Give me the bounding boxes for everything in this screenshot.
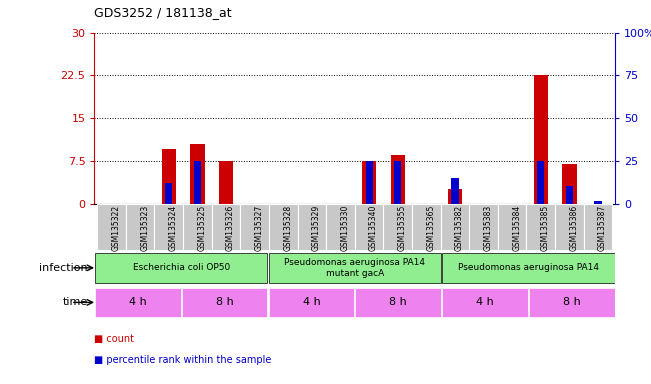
Text: GDS3252 / 181138_at: GDS3252 / 181138_at (94, 6, 232, 19)
Bar (182, 288, 268, 317)
Bar (97, 204, 126, 250)
Text: GSM135340: GSM135340 (369, 205, 378, 251)
Text: GSM135323: GSM135323 (140, 205, 149, 251)
Bar (154, 204, 183, 250)
Bar (394, 161, 401, 204)
Bar (529, 288, 615, 317)
Bar (527, 204, 555, 250)
Text: GSM135322: GSM135322 (111, 205, 120, 251)
Bar (161, 149, 176, 204)
Bar (190, 144, 204, 204)
Text: GSM135324: GSM135324 (169, 205, 178, 251)
Bar (298, 204, 326, 250)
Text: GSM135329: GSM135329 (312, 205, 321, 251)
Text: ■ percentile rank within the sample: ■ percentile rank within the sample (94, 355, 271, 365)
Bar (212, 204, 240, 250)
Bar (498, 204, 527, 250)
Bar (412, 204, 441, 250)
Text: GSM135384: GSM135384 (512, 205, 521, 251)
Bar (442, 288, 528, 317)
Text: GSM135387: GSM135387 (598, 205, 607, 251)
Bar (183, 204, 212, 250)
Bar (269, 253, 441, 283)
Bar (448, 189, 462, 204)
Text: GSM135328: GSM135328 (283, 205, 292, 251)
Bar (451, 178, 458, 204)
Text: GSM135330: GSM135330 (340, 205, 350, 251)
Bar (95, 288, 180, 317)
Text: Escherichia coli OP50: Escherichia coli OP50 (133, 263, 230, 272)
Bar (219, 161, 233, 204)
Bar (126, 204, 154, 250)
Text: GSM135355: GSM135355 (398, 205, 407, 251)
Bar (594, 201, 602, 204)
Bar (355, 204, 383, 250)
Text: time: time (62, 297, 88, 308)
Text: 8 h: 8 h (215, 297, 234, 308)
Bar (442, 253, 615, 283)
Bar (365, 161, 372, 204)
Text: GSM135326: GSM135326 (226, 205, 235, 251)
Bar (584, 204, 613, 250)
Text: 4 h: 4 h (129, 297, 146, 308)
Text: GSM135383: GSM135383 (484, 205, 493, 251)
Text: GSM135385: GSM135385 (541, 205, 550, 251)
Text: 8 h: 8 h (389, 297, 407, 308)
Text: GSM135386: GSM135386 (570, 205, 578, 251)
Bar (362, 161, 376, 204)
Text: 8 h: 8 h (563, 297, 581, 308)
Bar (95, 253, 268, 283)
Bar (165, 183, 173, 204)
Bar (269, 288, 354, 317)
Text: Pseudomonas aeruginosa PA14: Pseudomonas aeruginosa PA14 (458, 263, 599, 272)
Bar (383, 204, 412, 250)
Bar (555, 204, 584, 250)
Text: Pseudomonas aeruginosa PA14
mutant gacA: Pseudomonas aeruginosa PA14 mutant gacA (284, 258, 425, 278)
Text: GSM135382: GSM135382 (455, 205, 464, 251)
Bar (391, 155, 405, 204)
Text: infection: infection (39, 263, 88, 273)
Bar (240, 204, 269, 250)
Text: 4 h: 4 h (476, 297, 494, 308)
Bar (194, 161, 201, 204)
Text: GSM135325: GSM135325 (197, 205, 206, 251)
Bar (534, 75, 548, 204)
Text: GSM135327: GSM135327 (255, 205, 264, 251)
Bar (355, 288, 441, 317)
Bar (469, 204, 498, 250)
Bar (441, 204, 469, 250)
Text: 4 h: 4 h (303, 297, 320, 308)
Bar (566, 187, 573, 204)
Bar (562, 164, 577, 204)
Text: ■ count: ■ count (94, 334, 134, 344)
Text: GSM135365: GSM135365 (426, 205, 436, 251)
Bar (326, 204, 355, 250)
Bar (537, 161, 544, 204)
Bar (269, 204, 298, 250)
